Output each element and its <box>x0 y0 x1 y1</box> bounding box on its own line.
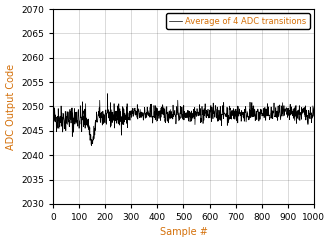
Average of 4 ADC transitions <box>282 110 286 113</box>
Average of 4 ADC transitions <box>300 106 304 109</box>
Average of 4 ADC transitions <box>104 123 108 126</box>
Average of 4 ADC transitions <box>89 144 93 147</box>
Average of 4 ADC transitions <box>106 92 110 95</box>
Y-axis label: ADC Output Code: ADC Output Code <box>6 63 16 149</box>
Average of 4 ADC transitions <box>312 106 316 109</box>
Line: Average of 4 ADC transitions: Average of 4 ADC transitions <box>53 94 314 146</box>
Average of 4 ADC transitions <box>67 118 71 121</box>
Average of 4 ADC transitions <box>264 112 268 115</box>
Legend: Average of 4 ADC transitions: Average of 4 ADC transitions <box>166 13 310 29</box>
Average of 4 ADC transitions <box>51 114 55 117</box>
X-axis label: Sample #: Sample # <box>160 227 208 237</box>
Average of 4 ADC transitions <box>255 118 259 121</box>
